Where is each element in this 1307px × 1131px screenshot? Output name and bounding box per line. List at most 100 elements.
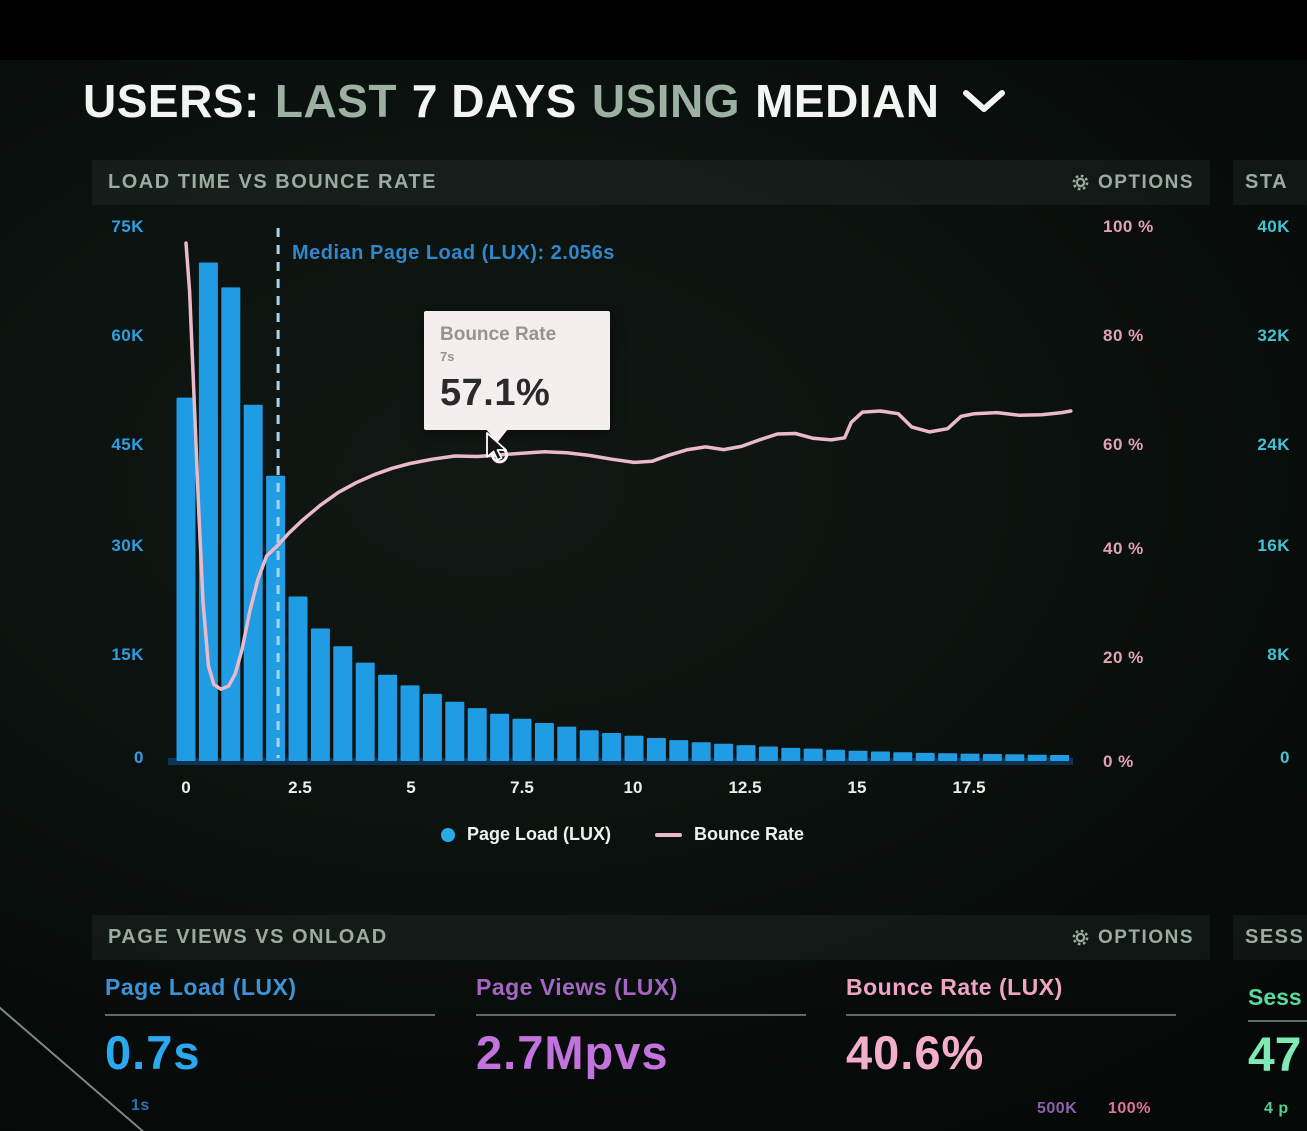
histogram-bar[interactable] [333, 646, 353, 761]
histogram-bar[interactable] [310, 628, 330, 762]
x-axis-tick: 5 [406, 778, 416, 797]
histogram-bar[interactable] [422, 693, 442, 761]
metric-bounce-rate-lux: Bounce Rate (LUX) 40.6% [846, 974, 1176, 1080]
views-panel-options-button[interactable]: OPTIONS [1072, 927, 1194, 949]
histogram-bar[interactable] [288, 596, 308, 762]
options-label: OPTIONS [1097, 926, 1194, 948]
side-y-axis-tick: 16K [1257, 536, 1290, 555]
histogram-bar[interactable] [198, 262, 218, 762]
side-panel-title: STA [1245, 171, 1289, 193]
histogram-bar[interactable] [579, 730, 599, 761]
histogram-bar[interactable] [176, 397, 196, 761]
right-y-axis-tick: 40 % [1103, 539, 1144, 558]
legend-dot-icon [440, 827, 455, 842]
histogram-bar[interactable] [221, 287, 241, 761]
histogram-bar[interactable] [758, 746, 778, 762]
histogram-bar[interactable] [893, 752, 913, 761]
x-axis-tick: 17.5 [952, 778, 986, 797]
page-title: USERS: LAST 7 DAYS USING MEDIAN [83, 74, 1007, 128]
median-annotation: Median Page Load (LUX): 2.056s [292, 242, 615, 264]
title-days: 7 DAYS [411, 75, 577, 127]
histogram-bar[interactable] [243, 404, 263, 761]
tooltip-x-value: 7s [440, 349, 455, 364]
side-y-axis-tick: 0 [1280, 748, 1290, 767]
metric-label: Page Load (LUX) [105, 974, 297, 1000]
top-black-strip [0, 0, 1307, 60]
histogram-bar[interactable] [870, 751, 890, 762]
left-y-axis-tick: 0 [134, 748, 144, 767]
metric-label: Bounce Rate (LUX) [846, 974, 1063, 1000]
metric-divider [476, 1014, 806, 1016]
x-axis-tick: 7.5 [510, 778, 534, 797]
histogram-bar[interactable] [467, 708, 487, 761]
metric-value: 2.7Mpvs [476, 1026, 669, 1079]
histogram-bar[interactable] [669, 740, 689, 761]
chart-legend: Page Load (LUX) Bounce Rate [170, 824, 1075, 845]
tooltip-value: 57.1% [440, 372, 551, 414]
right-y-axis-tick: 0 % [1103, 752, 1134, 771]
page-load-axis-note: 1s [131, 1097, 150, 1114]
histogram-bar[interactable] [1050, 755, 1070, 761]
histogram-bar[interactable] [848, 750, 868, 761]
side-panel-header: STA [1233, 160, 1307, 205]
histogram-bar[interactable] [938, 753, 958, 761]
x-axis-tick: 12.5 [728, 778, 762, 797]
histogram-bar[interactable] [602, 733, 622, 761]
bounce-rate-footnote: 100% [1108, 1100, 1151, 1117]
title-users: USERS: [83, 75, 260, 127]
metric-label: Page Views (LUX) [476, 974, 678, 1000]
side-y-axis-tick: 40K [1257, 217, 1290, 236]
histogram-bar[interactable] [378, 674, 398, 761]
histogram-bar[interactable] [355, 662, 375, 761]
metric-divider [1248, 1020, 1307, 1022]
histogram-bar[interactable] [1027, 754, 1047, 761]
x-axis-tick: 2.5 [288, 778, 312, 797]
left-y-axis-tick: 75K [111, 217, 144, 236]
x-axis-tick: 15 [847, 778, 867, 797]
histogram-bar[interactable] [400, 685, 420, 761]
histogram-bar[interactable] [960, 753, 980, 761]
histogram-bar[interactable] [714, 743, 734, 761]
legend-item-bounce-rate[interactable]: Bounce Rate [654, 824, 805, 845]
histogram-bar[interactable] [781, 747, 801, 761]
histogram-bar[interactable] [691, 742, 711, 761]
side-y-axis-tick: 8K [1267, 645, 1290, 664]
title-last: LAST [274, 75, 397, 127]
sessions-panel-header: SESS [1233, 915, 1307, 960]
histogram-bar[interactable] [803, 748, 823, 761]
histogram-bar[interactable] [557, 726, 577, 761]
metric-divider [846, 1014, 1176, 1016]
bounce-rate-line[interactable] [184, 241, 1073, 691]
histogram-bar[interactable] [1005, 754, 1025, 761]
histogram-bar[interactable] [736, 745, 756, 761]
histogram-bar[interactable] [266, 475, 286, 761]
metric-value: 0.7s [105, 1026, 201, 1079]
sessions-metric-label: Sess [1248, 984, 1302, 1010]
histogram-bar[interactable] [915, 752, 935, 761]
left-y-axis-tick: 30K [111, 536, 144, 555]
legend-dash-icon [654, 832, 682, 837]
right-y-axis-tick: 80 % [1103, 326, 1144, 345]
histogram-bar[interactable] [490, 713, 510, 761]
bounce-rate-tooltip: Bounce Rate 7s 57.1% [424, 311, 610, 443]
histogram-bar[interactable] [445, 701, 465, 761]
histogram-bar[interactable] [534, 723, 554, 761]
metric-divider [105, 1014, 435, 1016]
histogram-bar[interactable] [512, 718, 532, 761]
sessions-metric-value: 47 [1248, 1029, 1302, 1082]
legend-item-page-load-lux[interactable]: Page Load (LUX) [440, 824, 611, 845]
histogram-bar[interactable] [982, 754, 1002, 761]
load-panel-options-button[interactable]: OPTIONS [1072, 172, 1194, 194]
histogram-bar[interactable] [826, 749, 846, 761]
x-axis-tick: 0 [181, 778, 191, 797]
left-y-axis-tick: 60K [111, 326, 144, 345]
histogram-bar[interactable] [624, 735, 644, 761]
chevron-down-icon[interactable] [961, 88, 1007, 115]
left-y-axis-tick: 15K [111, 645, 144, 664]
histogram-bar[interactable] [646, 738, 666, 761]
views-panel-header: PAGE VIEWS VS ONLOAD OPTIONS [92, 915, 1210, 960]
x-axis-baseline [168, 758, 1073, 765]
x-axis-tick: 10 [623, 778, 643, 797]
left-y-axis-tick: 45K [111, 435, 144, 454]
legend-label: Bounce Rate [693, 824, 805, 844]
